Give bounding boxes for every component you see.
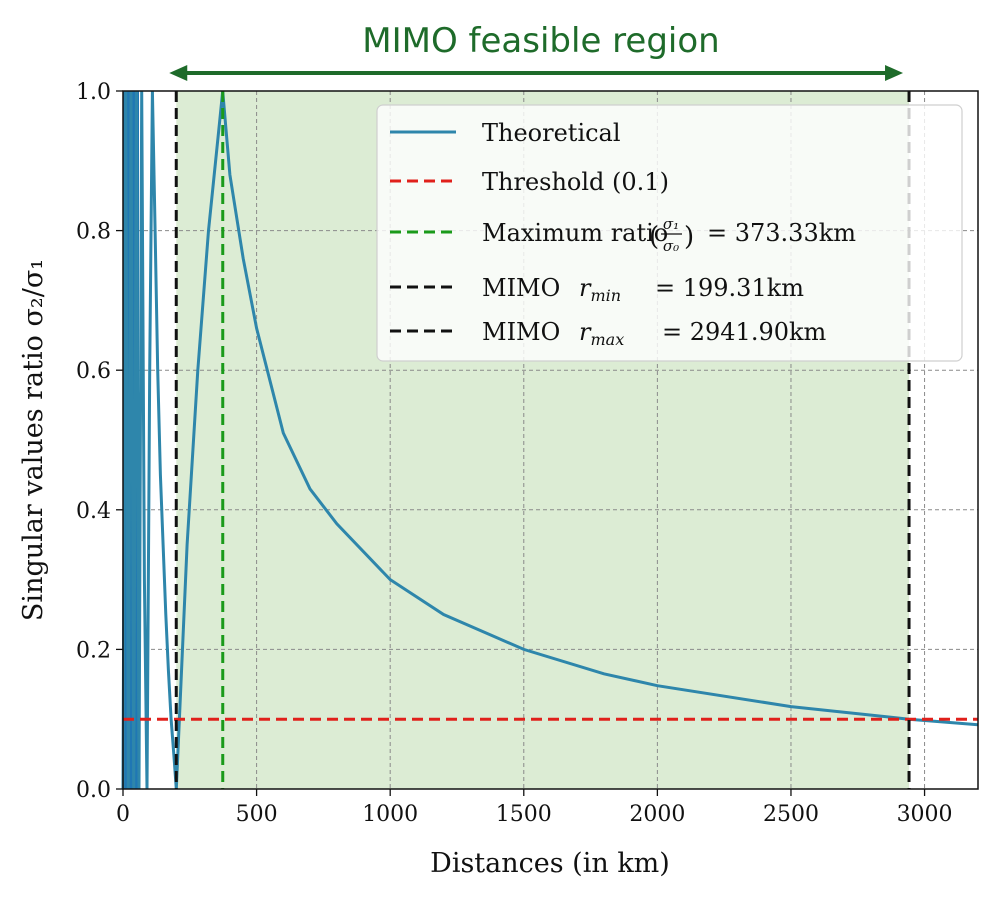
x-tick-label-5: 2500 [763, 802, 819, 827]
y-tick-label-5: 1.0 [76, 80, 111, 105]
x-tick-label-6: 3000 [897, 802, 953, 827]
arrow-head-right [885, 65, 904, 81]
legend-maximum-paren-open: ( [649, 222, 659, 252]
chart-title: MIMO feasible region [362, 21, 719, 61]
legend-maximum-paren-close: ) [684, 222, 694, 252]
legend-maximum-prefix: Maximum ratio [482, 219, 668, 247]
legend-label-maximum: Maximum ratio ( σ₁ σ₀ ) = 373.33km [482, 215, 856, 255]
legend-label-rmin: MIMO rmin = 199.31km [482, 274, 804, 305]
x-axis-ticks: 0 500 1000 1500 2000 2500 3000 [116, 789, 953, 827]
y-tick-label-0: 0.0 [76, 778, 111, 803]
y-axis-ticks: 0.0 0.2 0.4 0.6 0.8 1.0 [76, 80, 123, 803]
x-tick-label-4: 2000 [629, 802, 685, 827]
feasible-region-arrow [169, 65, 904, 81]
y-tick-label-3: 0.6 [76, 359, 111, 384]
legend: Theoretical Threshold (0.1) Maximum rati… [376, 104, 963, 362]
arrow-head-left [169, 65, 188, 81]
legend-label-threshold: Threshold (0.1) [482, 168, 669, 196]
x-tick-label-3: 1500 [496, 802, 552, 827]
x-axis-label: Distances (in km) [430, 848, 670, 879]
legend-maximum-numerator: σ₁ [663, 215, 679, 233]
legend-box [376, 104, 963, 362]
legend-rmin-prefix: MIMO [482, 274, 560, 302]
y-tick-label-4: 0.8 [76, 220, 111, 245]
y-axis-label: Singular values ratio σ₂/σ₁ [18, 259, 49, 621]
legend-label-theoretical: Theoretical [482, 119, 621, 147]
grid [123, 91, 978, 789]
legend-rmin-suffix: = 199.31km [655, 274, 804, 302]
x-tick-label-1: 500 [236, 802, 278, 827]
y-tick-label-2: 0.4 [76, 499, 111, 524]
legend-rmax-prefix: MIMO [482, 318, 560, 346]
plot-frame [122, 90, 979, 790]
x-tick-label-0: 0 [116, 802, 130, 827]
legend-maximum-suffix: = 373.33km [707, 219, 856, 247]
y-tick-label-1: 0.2 [76, 638, 111, 663]
legend-maximum-denominator: σ₀ [663, 237, 679, 255]
legend-rmax-suffix: = 2941.90km [662, 318, 827, 346]
x-tick-label-2: 1000 [362, 802, 418, 827]
